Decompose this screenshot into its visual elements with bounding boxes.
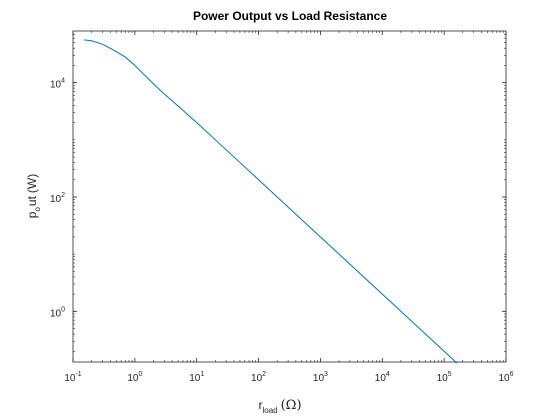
y-tick-label: 100 — [50, 306, 65, 319]
x-tick-label: 100 — [127, 371, 142, 384]
x-tick-base: 10 — [498, 373, 510, 384]
x-tick-exp: 3 — [324, 371, 328, 378]
chart-title: Power Output vs Load Resistance — [193, 9, 387, 23]
x-tick-base: 10 — [251, 373, 263, 384]
y-tick-base: 10 — [50, 308, 62, 319]
y-tick-exp: 4 — [61, 78, 65, 85]
plot-lines — [83, 39, 458, 364]
y-tick-exp: 2 — [61, 192, 65, 199]
x-tick-base: 10 — [437, 373, 449, 384]
y-axis-label: pout (W) — [25, 174, 42, 218]
x-tick-base: 10 — [375, 373, 387, 384]
y-tick-label: 104 — [50, 78, 65, 91]
axes-box — [72, 30, 507, 363]
y-axis-label-sub: o — [33, 207, 42, 212]
x-axis-ticks: 10-1 100 101 102 103 104 105 106 — [64, 31, 514, 384]
x-axis-label-unit: (Ω) — [281, 398, 302, 413]
x-tick-exp: 2 — [262, 371, 266, 378]
x-axis-label-sub: load — [262, 406, 277, 415]
x-tick-base: 10 — [313, 373, 325, 384]
x-tick-base: 10 — [127, 373, 139, 384]
y-axis-label-rest: ut — [25, 195, 39, 206]
x-tick-label: 104 — [375, 371, 390, 384]
y-axis-label-unit: (W) — [25, 174, 39, 193]
y-tick-exp: 0 — [61, 306, 65, 313]
x-tick-exp: 1 — [200, 371, 204, 378]
x-tick-label: 10-1 — [64, 371, 81, 384]
x-axis-label-main: r — [258, 398, 262, 412]
y-tick-label: 102 — [50, 192, 65, 205]
x-tick-exp: 0 — [138, 371, 142, 378]
x-tick-label: 105 — [437, 371, 452, 384]
x-tick-exp: 6 — [510, 371, 514, 378]
x-tick-base: 10 — [189, 373, 201, 384]
x-tick-label: 106 — [498, 371, 513, 384]
series-line-power-output — [83, 39, 458, 364]
x-tick-label: 101 — [189, 371, 204, 384]
x-axis-label: rload (Ω) — [258, 398, 301, 415]
x-tick-label: 102 — [251, 371, 266, 384]
y-tick-base: 10 — [50, 194, 62, 205]
x-tick-exp: 4 — [386, 371, 390, 378]
x-tick-exp: 5 — [448, 371, 452, 378]
x-tick-label: 103 — [313, 371, 328, 384]
y-tick-base: 10 — [50, 80, 62, 91]
x-tick-base: 10 — [64, 373, 76, 384]
y-axis-label-p: p — [25, 211, 39, 218]
x-tick-exp: -1 — [75, 371, 81, 378]
